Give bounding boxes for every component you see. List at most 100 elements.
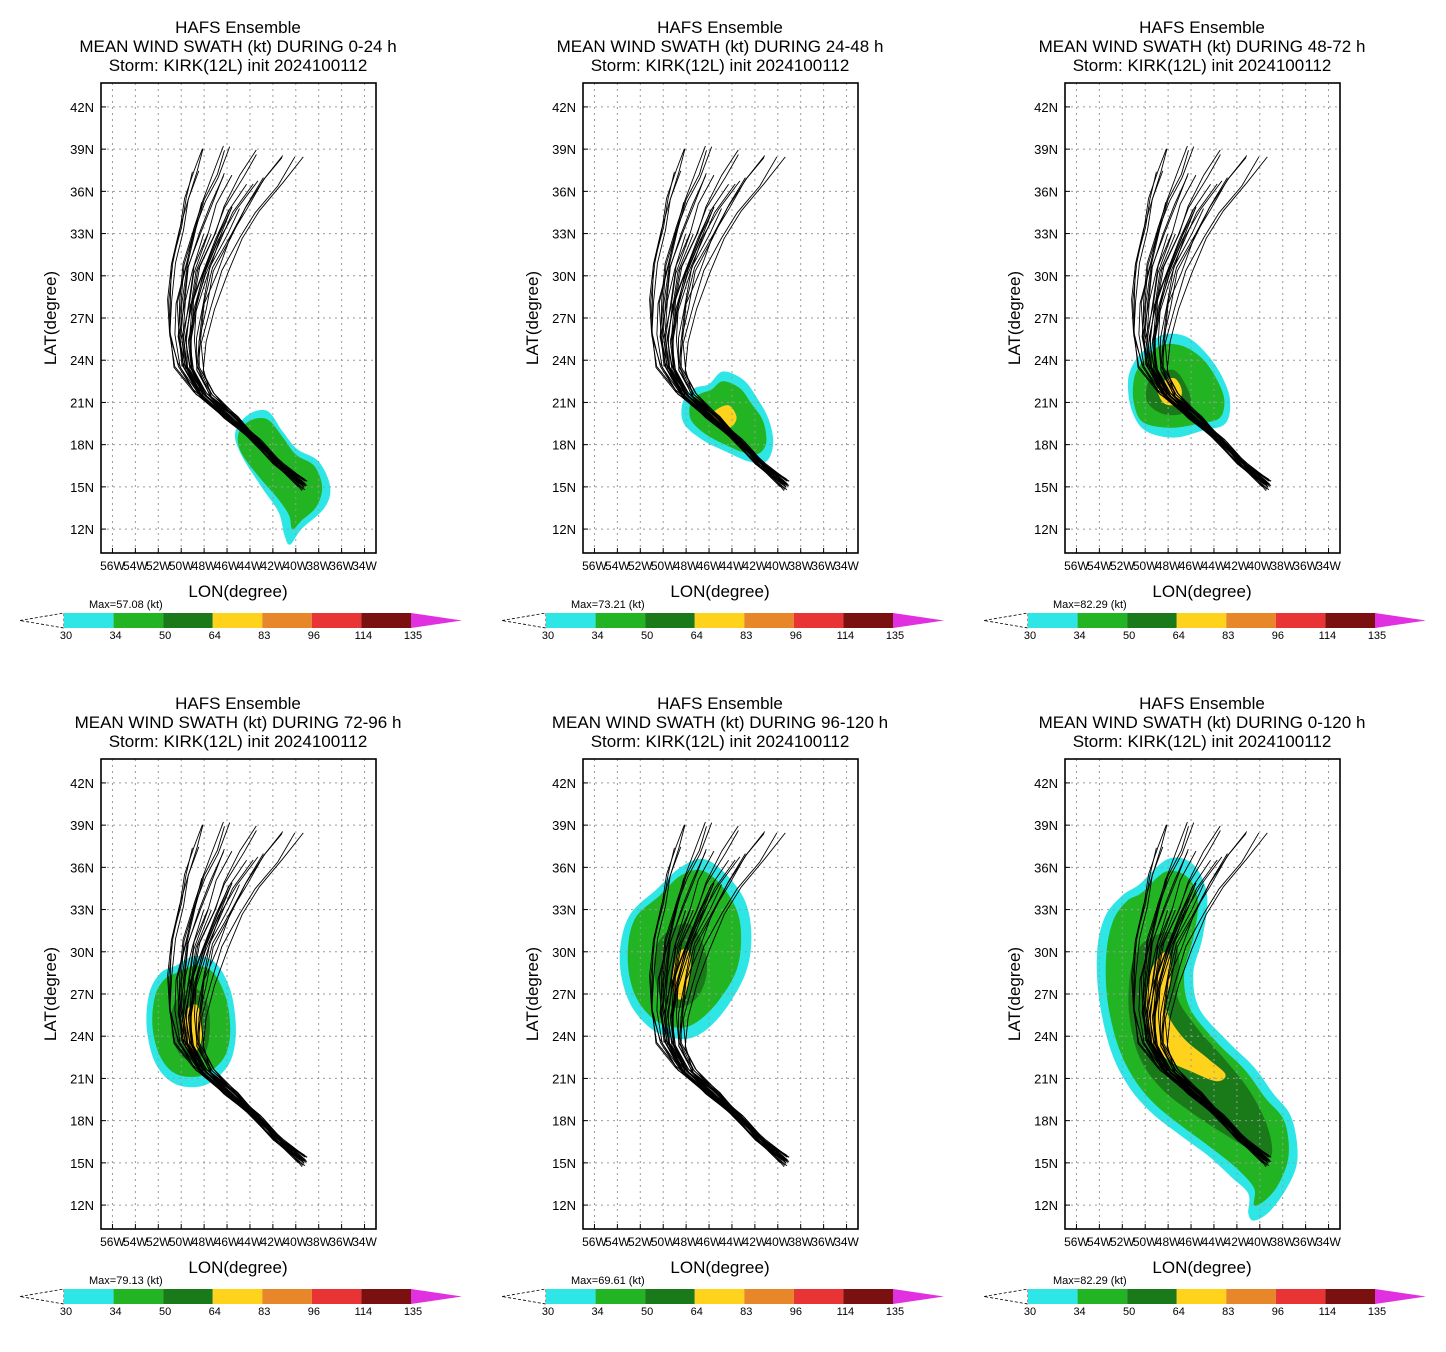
x-tick-label: 40W xyxy=(1247,1235,1272,1249)
colorbar-segment xyxy=(1127,1289,1177,1304)
colorbar-segment xyxy=(694,1289,745,1304)
ensemble-track xyxy=(1142,175,1269,484)
colorbar-level-label: 135 xyxy=(886,1306,904,1318)
y-tick-label: 12N xyxy=(552,522,576,537)
colorbar-segment xyxy=(361,613,411,628)
x-tick-label: 44W xyxy=(720,559,745,573)
y-tick-label: 39N xyxy=(552,818,576,833)
y-tick-label: 15N xyxy=(1034,480,1058,495)
colorbar-level-label: 135 xyxy=(1368,1306,1386,1318)
y-tick-label: 18N xyxy=(552,1114,576,1129)
colorbar-segment xyxy=(744,613,794,628)
colorbar-segment xyxy=(793,1289,844,1304)
colorbar-level-label: 30 xyxy=(1024,630,1036,642)
colorbar-over-triangle xyxy=(1375,1289,1426,1304)
x-tick-label: 40W xyxy=(765,1235,790,1249)
y-tick-label: 36N xyxy=(70,184,94,199)
colorbar-segment xyxy=(1028,1289,1078,1304)
colorbar-level-label: 114 xyxy=(355,630,373,642)
colorbar-segment xyxy=(163,613,213,628)
ensemble-track xyxy=(179,826,301,1156)
colorbar-level-label: 114 xyxy=(837,1306,855,1318)
colorbar-level-label: 50 xyxy=(1123,1306,1135,1318)
plot-area xyxy=(101,83,376,553)
y-tick-label: 15N xyxy=(70,480,94,495)
y-tick-label: 21N xyxy=(70,395,94,410)
x-tick-label: 36W xyxy=(811,1235,836,1249)
y-tick-label: 42N xyxy=(552,100,576,115)
y-tick-label: 12N xyxy=(70,522,94,537)
y-tick-label: 30N xyxy=(552,945,576,960)
colorbar-segment xyxy=(843,1289,893,1304)
plot-area xyxy=(101,759,376,1229)
y-tick-label: 18N xyxy=(1034,438,1058,453)
y-tick-label: 30N xyxy=(70,945,94,960)
y-tick-label: 27N xyxy=(70,311,94,326)
x-tick-label: 38W xyxy=(788,1235,813,1249)
y-tick-label: 24N xyxy=(70,353,94,368)
ensemble-track xyxy=(656,202,786,487)
plot-area xyxy=(583,759,858,1229)
x-tick-label: 36W xyxy=(811,559,836,573)
colorbar-segment xyxy=(1325,1289,1375,1304)
max-wind-label: Max=69.61 (kt) xyxy=(571,1275,645,1287)
x-tick-label: 54W xyxy=(1087,559,1112,573)
y-tick-label: 24N xyxy=(1034,1029,1058,1044)
x-tick-label: 48W xyxy=(674,1235,699,1249)
colorbar-segment xyxy=(311,1289,362,1304)
colorbar-segment xyxy=(694,613,745,628)
ensemble-track xyxy=(1166,156,1270,482)
x-tick-label: 46W xyxy=(215,1235,240,1249)
x-tick-label: 44W xyxy=(1202,1235,1227,1249)
colorbar-segment xyxy=(311,613,362,628)
y-tick-label: 33N xyxy=(1034,903,1058,918)
colorbar-level-label: 135 xyxy=(886,630,904,642)
colorbar-level-label: 50 xyxy=(641,1306,653,1318)
x-tick-label: 48W xyxy=(674,559,699,573)
colorbar-segment xyxy=(163,1289,213,1304)
x-tick-label: 46W xyxy=(1179,1235,1204,1249)
colorbar-level-label: 83 xyxy=(258,1306,270,1318)
x-tick-label: 42W xyxy=(743,559,768,573)
colorbar-segment xyxy=(793,613,844,628)
colorbar-segment xyxy=(212,613,263,628)
x-tick-label: 46W xyxy=(215,559,240,573)
panel-title-model: HAFS Ensemble xyxy=(657,694,783,713)
y-tick-label: 27N xyxy=(1034,311,1058,326)
colorbar-level-label: 83 xyxy=(740,1306,752,1318)
colorbar: 30 34 50 64 83 96 114 135 xyxy=(501,612,944,642)
y-tick-label: 36N xyxy=(1034,184,1058,199)
x-tick-label: 40W xyxy=(283,1235,308,1249)
x-tick-label: 38W xyxy=(1270,1235,1295,1249)
ensemble-track xyxy=(178,175,305,484)
colorbar-segment xyxy=(64,613,114,628)
ensemble-track xyxy=(178,851,305,1160)
max-wind-label: Max=82.29 (kt) xyxy=(1053,1275,1127,1287)
colorbar: 30 34 50 64 83 96 114 135 xyxy=(19,612,462,642)
y-tick-label: 15N xyxy=(552,480,576,495)
ensemble-track xyxy=(660,851,787,1160)
colorbar-level-label: 30 xyxy=(60,1306,72,1318)
y-tick-label: 15N xyxy=(552,1156,576,1171)
x-tick-label: 52W xyxy=(146,1235,171,1249)
max-wind-label: Max=82.29 (kt) xyxy=(1053,599,1127,611)
colorbar-level-label: 34 xyxy=(1073,1306,1085,1318)
x-tick-label: 48W xyxy=(192,559,217,573)
y-tick-label: 42N xyxy=(552,776,576,791)
x-tick-label: 36W xyxy=(1293,1235,1318,1249)
colorbar-segment xyxy=(744,1289,794,1304)
plot-area xyxy=(1065,759,1340,1229)
max-wind-label: Max=73.21 (kt) xyxy=(571,599,645,611)
colorbar-segment xyxy=(1176,613,1227,628)
colorbar-level-label: 30 xyxy=(1024,1306,1036,1318)
x-tick-label: 54W xyxy=(605,1235,630,1249)
x-tick-label: 50W xyxy=(169,559,194,573)
x-tick-label: 54W xyxy=(123,559,148,573)
y-tick-label: 21N xyxy=(552,395,576,410)
ensemble-track xyxy=(661,150,783,480)
x-tick-label: 56W xyxy=(100,1235,125,1249)
